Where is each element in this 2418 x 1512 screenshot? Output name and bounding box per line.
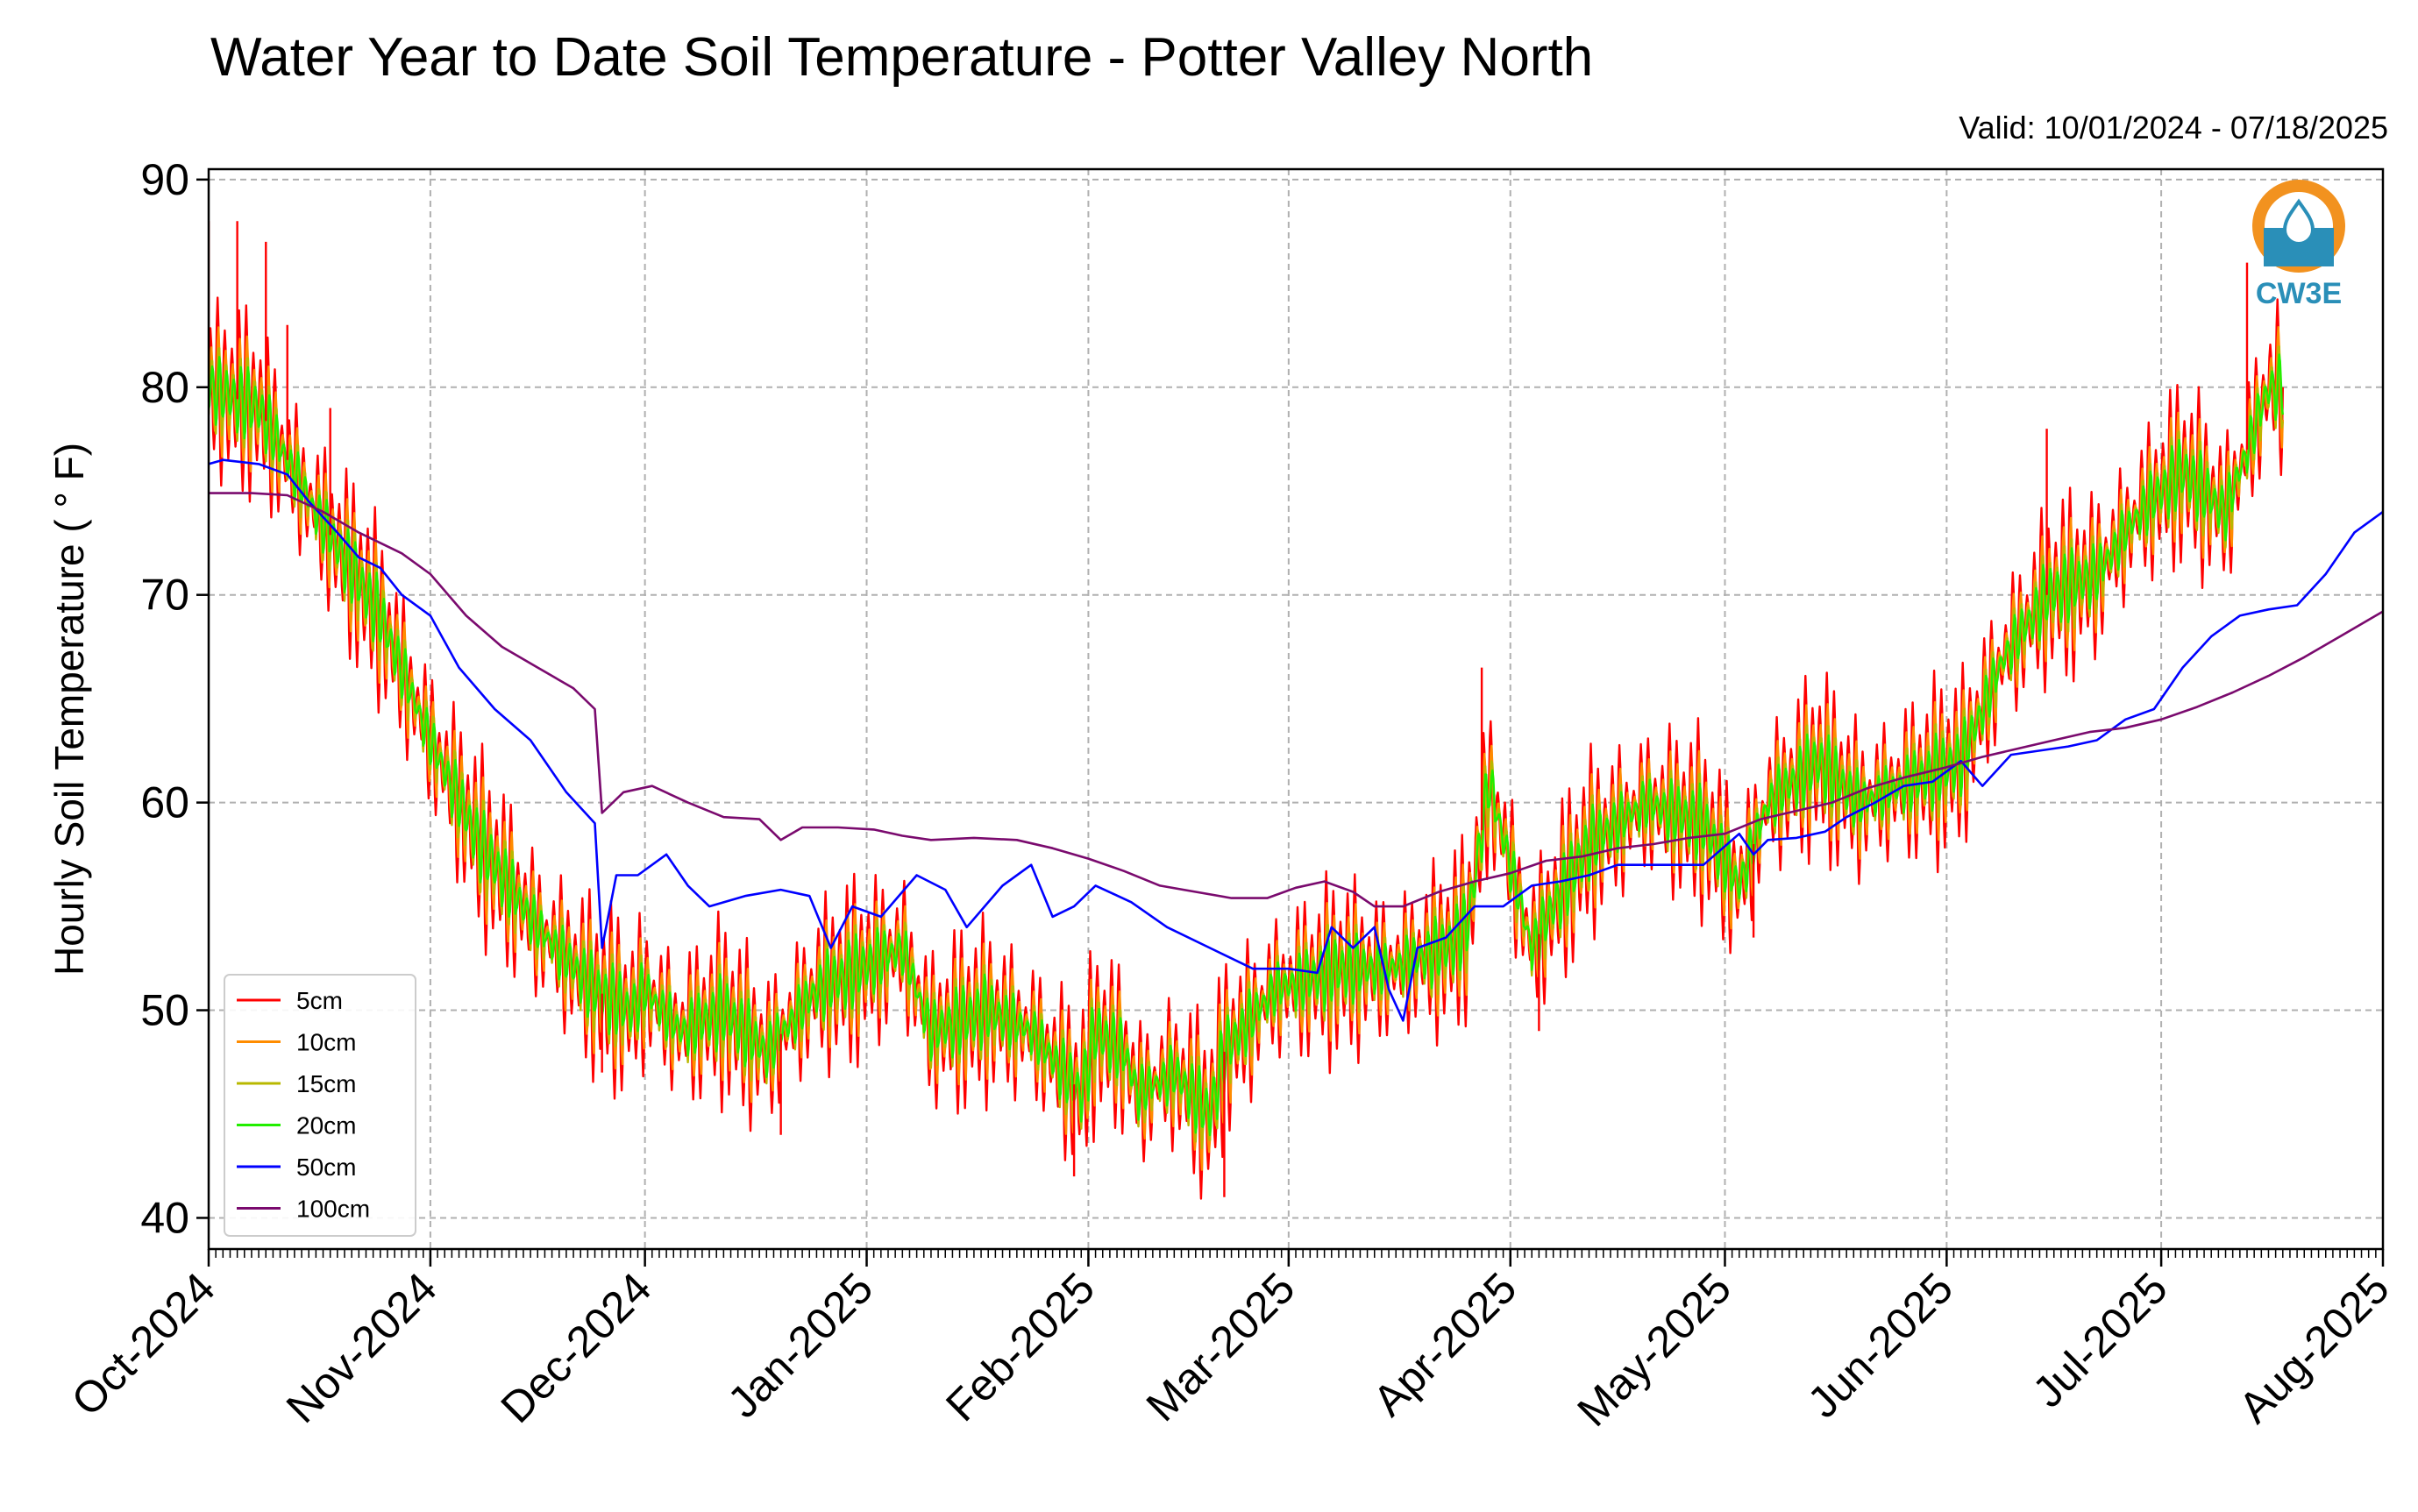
x-tick-label: May-2025 <box>1568 1263 1740 1436</box>
legend-label-10cm: 10cm <box>296 1029 356 1056</box>
y-tick-label: 40 <box>140 1193 189 1242</box>
logo-drop-icon <box>2282 198 2315 245</box>
logo-text: CW3E <box>2256 277 2342 310</box>
legend-label-100cm: 100cm <box>296 1196 370 1223</box>
valid-date-range: Valid: 10/01/2024 - 07/18/2025 <box>1959 110 2388 146</box>
series-line-100cm <box>209 492 2383 908</box>
legend-label-50cm: 50cm <box>296 1154 356 1181</box>
x-tick-label: Feb-2025 <box>936 1263 1104 1430</box>
y-tick-label: 50 <box>140 986 189 1035</box>
x-tick-label: Jul-2025 <box>2023 1263 2177 1416</box>
x-tick-label: Jan-2025 <box>718 1263 882 1427</box>
legend-box <box>224 974 416 1237</box>
y-tick-label: 70 <box>140 571 189 620</box>
x-tick-label: Aug-2025 <box>2230 1263 2399 1432</box>
y-axis-label: Hourly Soil Temperature ( ° F) <box>46 443 92 976</box>
series-line-20cm <box>209 353 2284 1137</box>
y-tick-label: 90 <box>140 155 189 204</box>
y-tick-label: 80 <box>140 363 189 412</box>
x-tick-label: Mar-2025 <box>1137 1263 1305 1430</box>
legend-label-5cm: 5cm <box>296 987 343 1014</box>
x-tick-label: Apr-2025 <box>1363 1263 1525 1425</box>
axes: 40 50 60 70 80 90 Oct-2024 Nov-2024 Dec-2024 Jan-… <box>46 155 2399 1436</box>
x-tick-label: Jun-2025 <box>1798 1263 1962 1427</box>
grid-lines <box>208 169 2384 1249</box>
x-tick-label: Nov-2024 <box>277 1263 446 1432</box>
x-tick-label: Dec-2024 <box>492 1263 661 1432</box>
cw3e-logo: CW3E <box>2252 180 2345 310</box>
plot-frame <box>207 167 2385 1251</box>
series-line-50cm <box>209 458 2383 1022</box>
chart-title: Water Year to Date Soil Temperature - Po… <box>210 27 1594 88</box>
y-tick-label: 60 <box>140 778 189 827</box>
legend-label-15cm: 15cm <box>296 1070 356 1097</box>
legend: 5cm 10cm 15cm 20cm 50cm 100cm <box>224 974 416 1237</box>
legend-label-20cm: 20cm <box>296 1112 356 1139</box>
series-lines <box>209 221 2383 1200</box>
x-tick-label: Oct-2024 <box>62 1263 224 1425</box>
